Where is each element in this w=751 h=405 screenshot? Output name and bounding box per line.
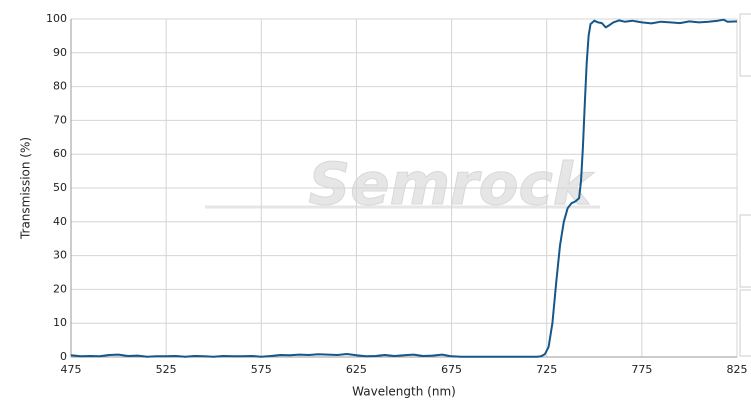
x-tick-label: 675: [441, 363, 462, 376]
y-tick-label: 70: [53, 113, 67, 126]
y-tick-label: 20: [53, 282, 67, 295]
x-tick-label: 625: [346, 363, 367, 376]
x-tick-label: 525: [156, 363, 177, 376]
y-tick-label: 30: [53, 249, 67, 262]
y-tick-label: 40: [53, 215, 67, 228]
side-panel: [739, 289, 751, 357]
x-tick-label: 475: [61, 363, 82, 376]
y-tick-label: 0: [60, 350, 67, 363]
y-tick-label: 60: [53, 147, 67, 160]
side-panel: [739, 214, 751, 288]
y-tick-label: 10: [53, 316, 67, 329]
y-tick-label: 80: [53, 80, 67, 93]
y-axis-title: Transmission (%): [19, 137, 33, 240]
y-tick-label: 100: [46, 12, 67, 25]
x-axis-title: Wavelength (nm): [352, 385, 456, 399]
x-tick-label: 825: [727, 363, 748, 376]
data-line: [70, 18, 738, 358]
side-panel: [739, 13, 751, 77]
x-tick-label: 725: [536, 363, 557, 376]
x-tick-label: 775: [631, 363, 652, 376]
y-tick-label: 90: [53, 46, 67, 59]
y-tick-label: 50: [53, 181, 67, 194]
x-tick-label: 575: [251, 363, 272, 376]
